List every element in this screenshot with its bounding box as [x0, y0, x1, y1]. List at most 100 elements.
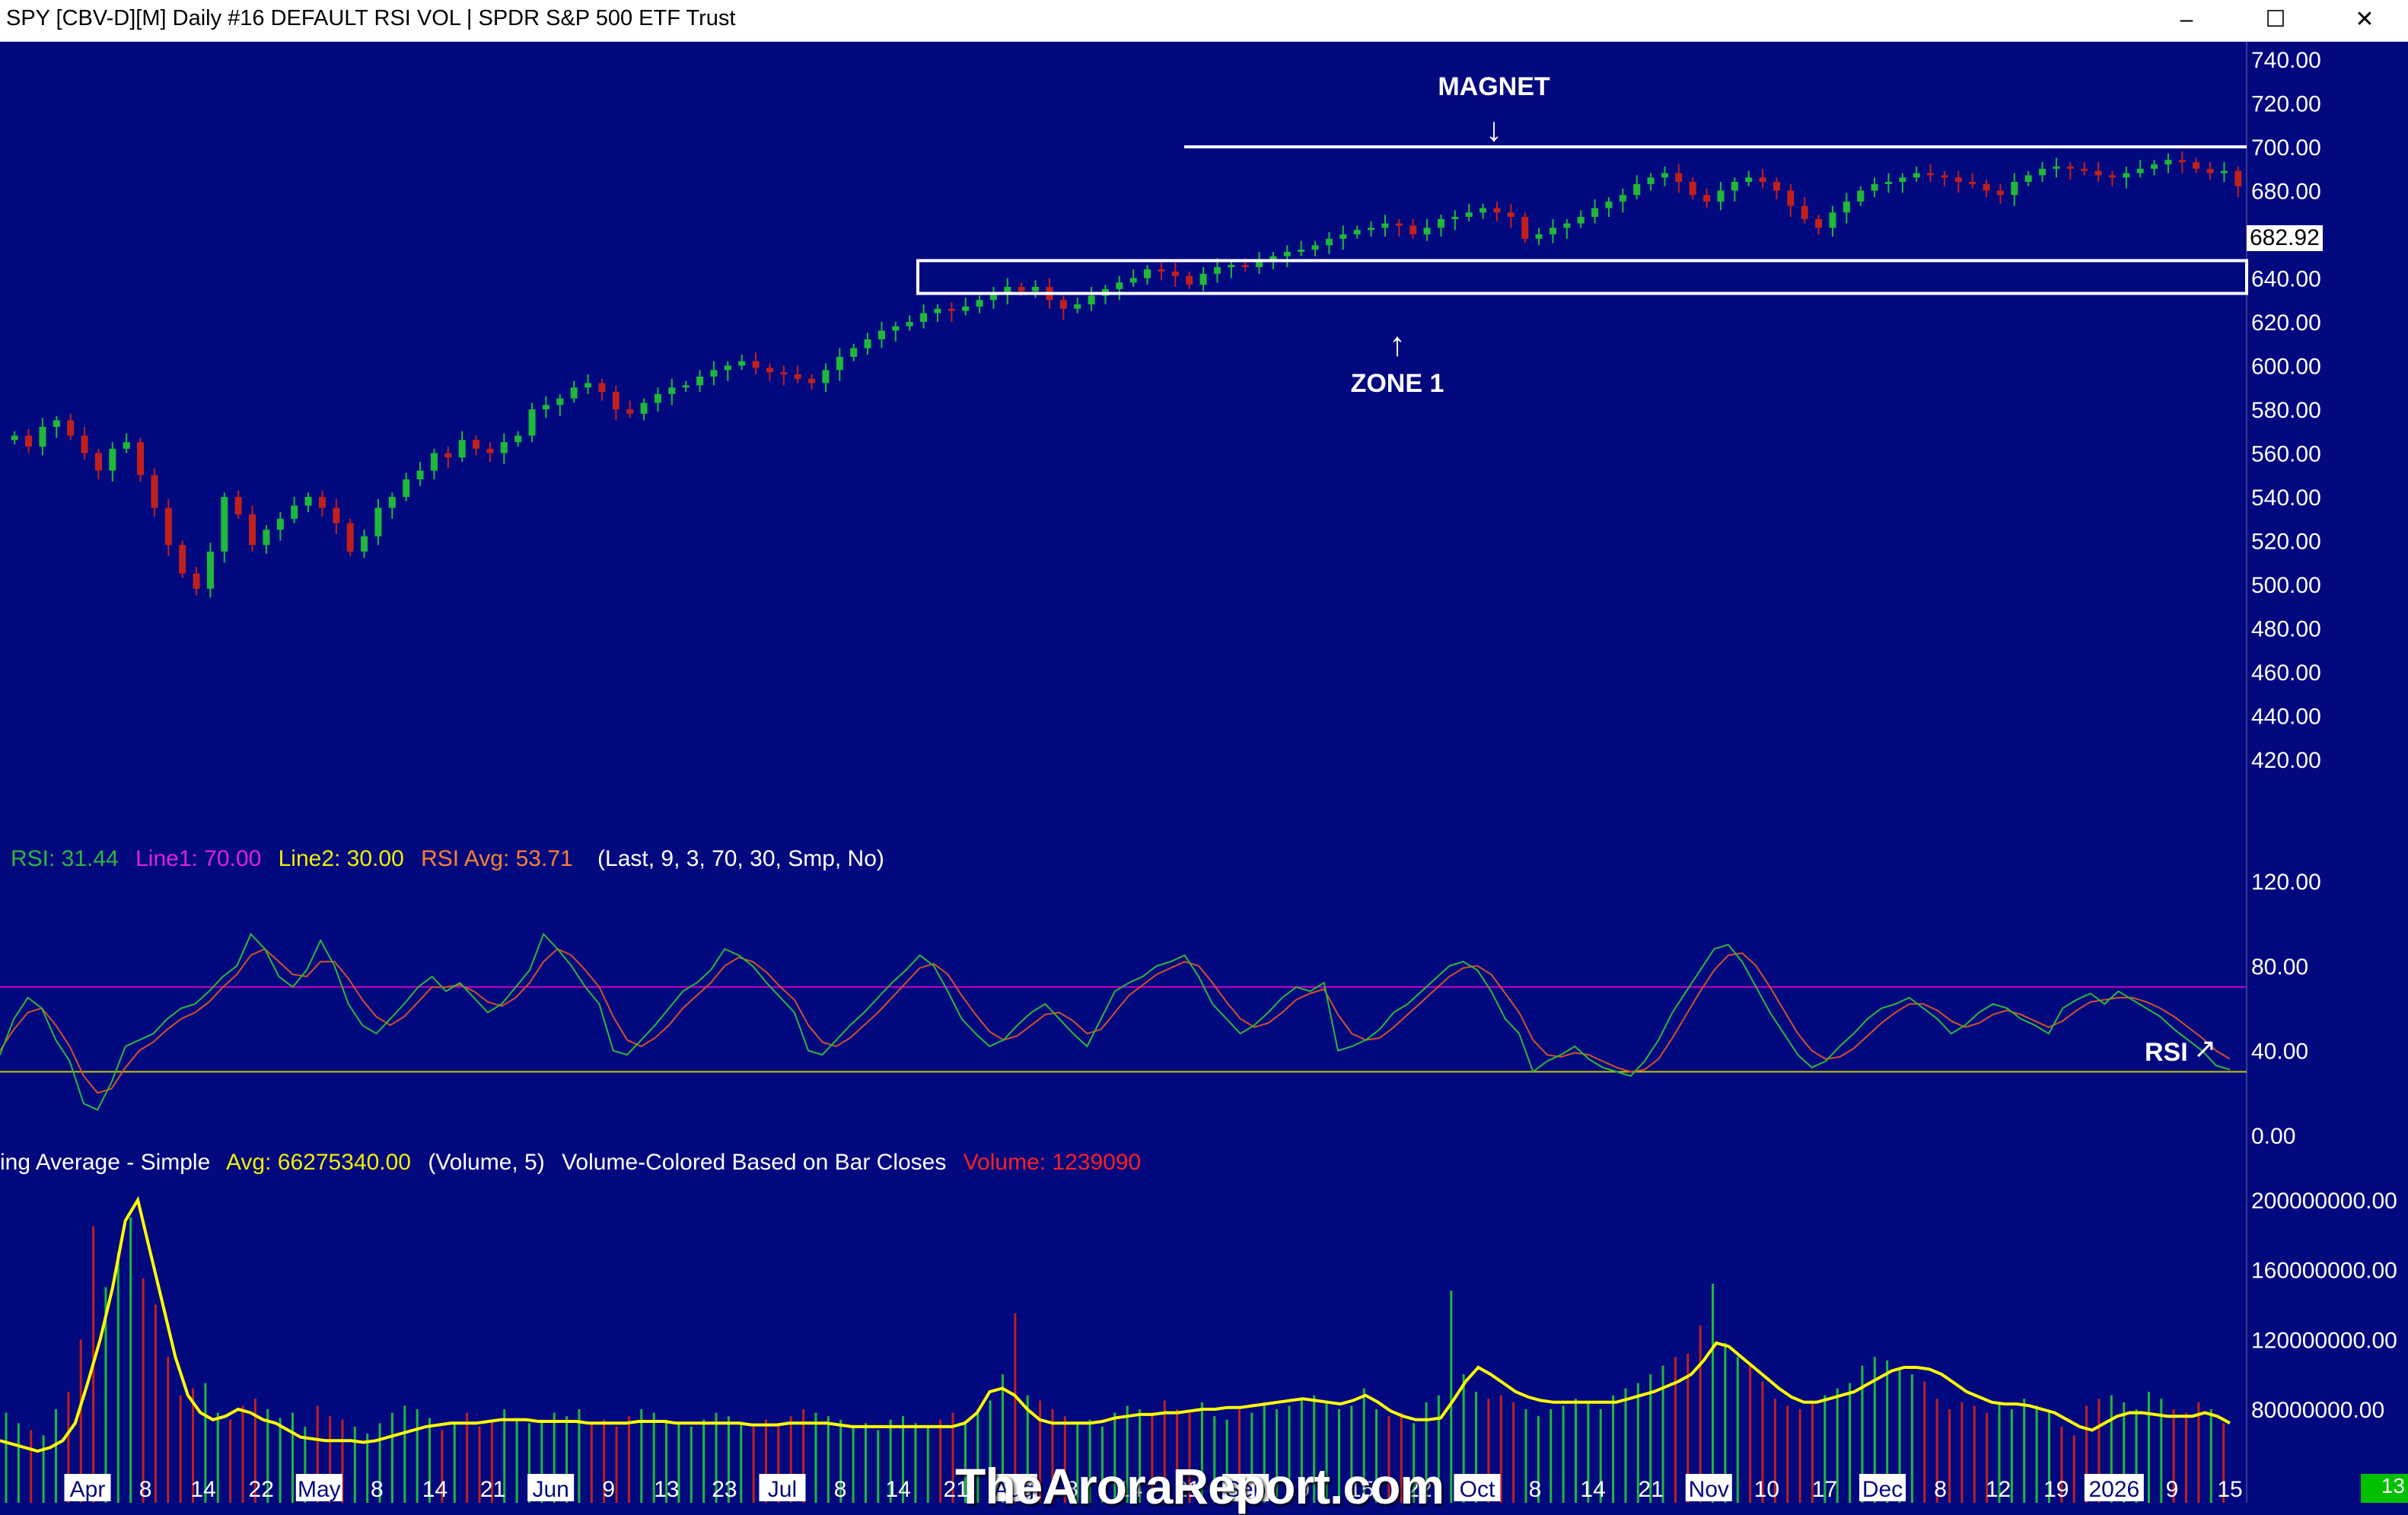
candle-body	[1857, 190, 1865, 202]
last-price-label: 682.92	[2247, 225, 2323, 251]
vol-legend-desc: Volume-Colored Based on Bar Closes	[562, 1150, 947, 1175]
candle-body	[514, 435, 522, 443]
candle-body	[2011, 182, 2018, 196]
candle-body	[626, 409, 634, 414]
x-axis-month-bg	[1222, 1474, 1269, 1501]
chart-svg[interactable]: 740.00720.00700.00680.00660.00640.00620.…	[0, 42, 2408, 1503]
candle-body	[1032, 287, 1040, 291]
x-axis-day-label: 8	[371, 1477, 384, 1502]
rsi-tick-label: 80.00	[2251, 954, 2308, 979]
candle-body	[1996, 190, 2004, 196]
close-button[interactable]: ✕	[2355, 7, 2375, 32]
x-axis-day-label: 13	[654, 1477, 679, 1502]
corner-label: 13	[2361, 1474, 2408, 1503]
candle-body	[2151, 164, 2158, 169]
candle-body	[2081, 168, 2088, 171]
candle-body	[850, 348, 858, 357]
candle-body	[2136, 168, 2144, 173]
candle-body	[1228, 265, 1235, 268]
candle-body	[822, 370, 830, 384]
candle-body	[276, 518, 284, 530]
candle-body	[878, 330, 885, 339]
candle-body	[1969, 182, 1976, 184]
candle-body	[1325, 238, 1333, 246]
x-axis-month-bg	[759, 1474, 806, 1501]
candle-body	[1480, 208, 1487, 213]
candle-body	[164, 508, 172, 546]
x-axis-day-label: 14	[1117, 1477, 1142, 1502]
candle-body	[2039, 168, 2046, 176]
candle-body	[1983, 183, 1990, 191]
volume-tick-label: 160000000.00	[2251, 1259, 2397, 1284]
x-axis-month-label: Jul	[768, 1477, 797, 1502]
chart-area[interactable]: 740.00720.00700.00680.00660.00640.00620.…	[0, 42, 2408, 1514]
candle-body	[388, 497, 396, 508]
x-axis-month-bg	[1454, 1474, 1501, 1501]
candle-body	[836, 357, 843, 371]
candle-body	[2024, 175, 2032, 182]
volume-tick-label: 80000000.00	[2251, 1398, 2384, 1423]
x-axis-month-label: 2026	[2088, 1477, 2139, 1502]
candle-body	[682, 385, 690, 388]
candle-body	[1591, 208, 1599, 217]
price-tick-label: 520.00	[2251, 530, 2321, 555]
candle-body	[1843, 201, 1850, 213]
minimize-button[interactable]: –	[2180, 7, 2193, 32]
candle-body	[1675, 173, 1683, 182]
x-axis-day-label: 9	[1297, 1477, 1310, 1502]
candle-body	[724, 365, 731, 371]
rsi-panel-label: RSI	[2145, 1038, 2188, 1067]
candle-body	[556, 398, 564, 406]
x-axis-day-label: 8	[1529, 1477, 1542, 1502]
candle-body	[374, 508, 382, 536]
x-axis-month-bg	[1859, 1474, 1906, 1501]
candle-body	[948, 308, 955, 311]
candle-body	[249, 514, 256, 546]
candle-body	[668, 387, 676, 394]
candle-body	[542, 405, 549, 409]
candle-body	[1954, 177, 1962, 182]
candle-body	[1088, 295, 1095, 304]
candle-body	[1298, 250, 1305, 252]
candle-body	[1269, 256, 1277, 261]
x-axis-day-label: 9	[2166, 1477, 2179, 1502]
candle-body	[1661, 173, 1668, 178]
price-tick-label: 500.00	[2251, 573, 2321, 598]
candle-body	[2178, 160, 2186, 163]
candle-body	[2234, 170, 2242, 186]
volume-tick-label: 200000000.00	[2251, 1189, 2397, 1214]
candle-body	[2123, 173, 2130, 178]
candle-body	[780, 372, 788, 374]
rsi-tick-label: 120.00	[2251, 870, 2321, 895]
candle-body	[1158, 269, 1165, 272]
candle-body	[1465, 212, 1473, 217]
candle-body	[696, 376, 704, 386]
candle-body	[473, 440, 480, 449]
candle-body	[1619, 195, 1626, 202]
candle-body	[1759, 177, 1766, 182]
price-tick-label: 740.00	[2251, 48, 2321, 73]
rsi-tick-label: 40.00	[2251, 1039, 2308, 1065]
price-tick-label: 440.00	[2251, 705, 2321, 730]
candle-body	[1144, 269, 1151, 278]
candle-body	[1256, 260, 1263, 268]
candle-body	[53, 420, 60, 427]
price-tick-label: 540.00	[2251, 485, 2321, 511]
price-tick-label: 720.00	[2251, 92, 2321, 117]
window-title: SPY [CBV-D][M] Daily #16 DEFAULT RSI VOL…	[6, 6, 736, 30]
candle-body	[1633, 183, 1641, 196]
candle-body	[67, 420, 75, 436]
candle-body	[1004, 287, 1011, 294]
maximize-button[interactable]: ☐	[2265, 7, 2286, 32]
vol-legend-params: (Volume, 5)	[428, 1150, 545, 1175]
candle-body	[1913, 173, 1920, 178]
x-axis-day-label: 15	[2217, 1477, 2242, 1502]
x-axis-month-label: Nov	[1689, 1477, 1729, 1502]
candle-body	[2206, 168, 2214, 173]
candle-body	[989, 293, 997, 301]
candle-body	[1507, 212, 1515, 217]
rsi-legend-avg: RSI Avg: 53.71	[421, 846, 573, 871]
candle-body	[81, 435, 88, 454]
rsi-legend-value: RSI: 31.44	[11, 846, 119, 871]
rsi-arrow: ↗	[2193, 1033, 2216, 1064]
